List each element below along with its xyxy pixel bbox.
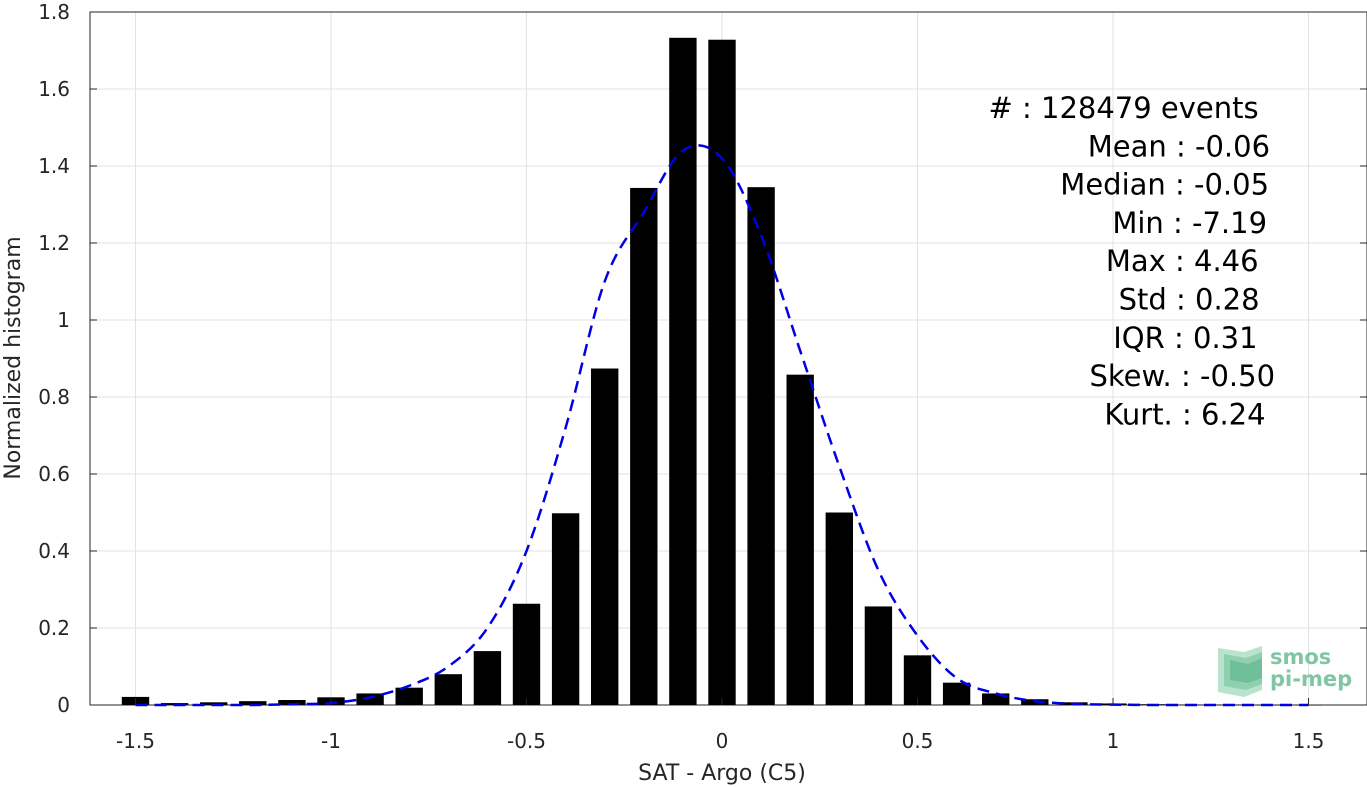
- histogram-bar: [864, 606, 893, 705]
- stat-line: Std : 0.28: [1119, 283, 1260, 317]
- histogram-bar: [395, 687, 423, 705]
- histogram-bar: [903, 655, 932, 705]
- histogram-bar: [942, 682, 971, 705]
- histogram-bar: [982, 693, 1010, 705]
- stat-key: Kurt.: [1104, 397, 1182, 431]
- stat-value: : -0.50: [1181, 359, 1275, 393]
- y-tick-label: 1.2: [38, 231, 70, 255]
- y-tick-label: 0.8: [38, 385, 70, 409]
- stat-line: Min : -7.19: [1112, 206, 1267, 240]
- histogram-bar: [551, 513, 580, 705]
- histogram-bar: [356, 693, 384, 705]
- x-tick-label: -0.5: [507, 729, 546, 753]
- y-tick-label: 1.8: [38, 0, 70, 24]
- y-tick-label: 0.6: [38, 462, 70, 486]
- x-axis-ticks: -1.5 -1 -0.5 0 0.5 1 1.5: [116, 698, 1324, 753]
- stat-value: : 0.31: [1174, 321, 1258, 355]
- x-axis-title: SAT - Argo (C5): [638, 761, 806, 786]
- histogram-bar: [825, 512, 853, 705]
- x-tick-label: -1: [321, 729, 341, 753]
- y-tick-label: 1: [57, 308, 70, 332]
- stat-value: : -0.06: [1176, 129, 1270, 163]
- histogram-bar: [669, 37, 697, 706]
- stat-key: Mean: [1088, 129, 1176, 163]
- y-axis-title: Normalized histogram: [1, 236, 26, 479]
- histogram-bar: [434, 674, 462, 705]
- y-tick-label: 1.6: [38, 77, 70, 101]
- histogram-bar: [200, 702, 228, 705]
- histogram-bar: [239, 701, 267, 705]
- stat-value: : -0.05: [1175, 168, 1269, 202]
- smos-pimep-logo: smos pi-mep: [1218, 645, 1352, 697]
- logo-text-smos: smos: [1270, 645, 1331, 669]
- x-tick-label: -1.5: [116, 729, 155, 753]
- y-axis-ticks: 0 0.2 0.4 0.6 0.8 1 1.2 1.4 1.6 1.8: [38, 0, 1367, 717]
- histogram-bar: [591, 368, 619, 705]
- stat-key: Std: [1119, 283, 1176, 317]
- stat-line: Max : 4.46: [1106, 244, 1259, 278]
- logo-icon: [1218, 646, 1262, 697]
- stat-value: : 128479 events: [1022, 91, 1259, 125]
- y-tick-label: 0.2: [38, 616, 70, 640]
- stat-line: Kurt. : 6.24: [1104, 397, 1265, 431]
- stat-line: # : 128479 events: [988, 91, 1258, 125]
- x-tick-label: 1: [1107, 729, 1120, 753]
- histogram-bars: [121, 37, 1323, 706]
- y-tick-label: 0: [57, 693, 70, 717]
- y-tick-label: 1.4: [38, 154, 70, 178]
- histogram-bar: [473, 651, 502, 705]
- stat-line: IQR : 0.31: [1113, 321, 1257, 355]
- stat-key: Skew.: [1089, 359, 1181, 393]
- stat-key: IQR: [1113, 321, 1174, 355]
- stat-key: #: [988, 91, 1022, 125]
- stat-line: Skew. : -0.50: [1089, 359, 1275, 393]
- stat-value: : 0.28: [1176, 283, 1260, 317]
- y-tick-label: 0.4: [38, 539, 70, 563]
- x-tick-label: 0.5: [902, 729, 934, 753]
- histogram-bar: [278, 699, 306, 705]
- stat-value: : -7.19: [1173, 206, 1267, 240]
- stat-key: Median: [1060, 168, 1175, 202]
- histogram-bar: [747, 187, 775, 706]
- stat-line: Mean : -0.06: [1088, 129, 1270, 163]
- histogram-bar: [708, 39, 736, 706]
- stat-line: Median : -0.05: [1060, 168, 1269, 202]
- histogram-bar: [630, 187, 658, 705]
- histogram-bar: [512, 603, 541, 705]
- stat-key: Max: [1106, 244, 1175, 278]
- stat-value: : 6.24: [1182, 397, 1266, 431]
- logo-text-pimep: pi-mep: [1270, 667, 1352, 691]
- stat-key: Min: [1112, 206, 1173, 240]
- x-tick-label: 1.5: [1293, 729, 1325, 753]
- histogram-bar: [786, 374, 814, 705]
- stat-value: : 4.46: [1175, 244, 1259, 278]
- x-tick-label: 0: [716, 729, 729, 753]
- normal-fit-curve: [135, 144, 1309, 707]
